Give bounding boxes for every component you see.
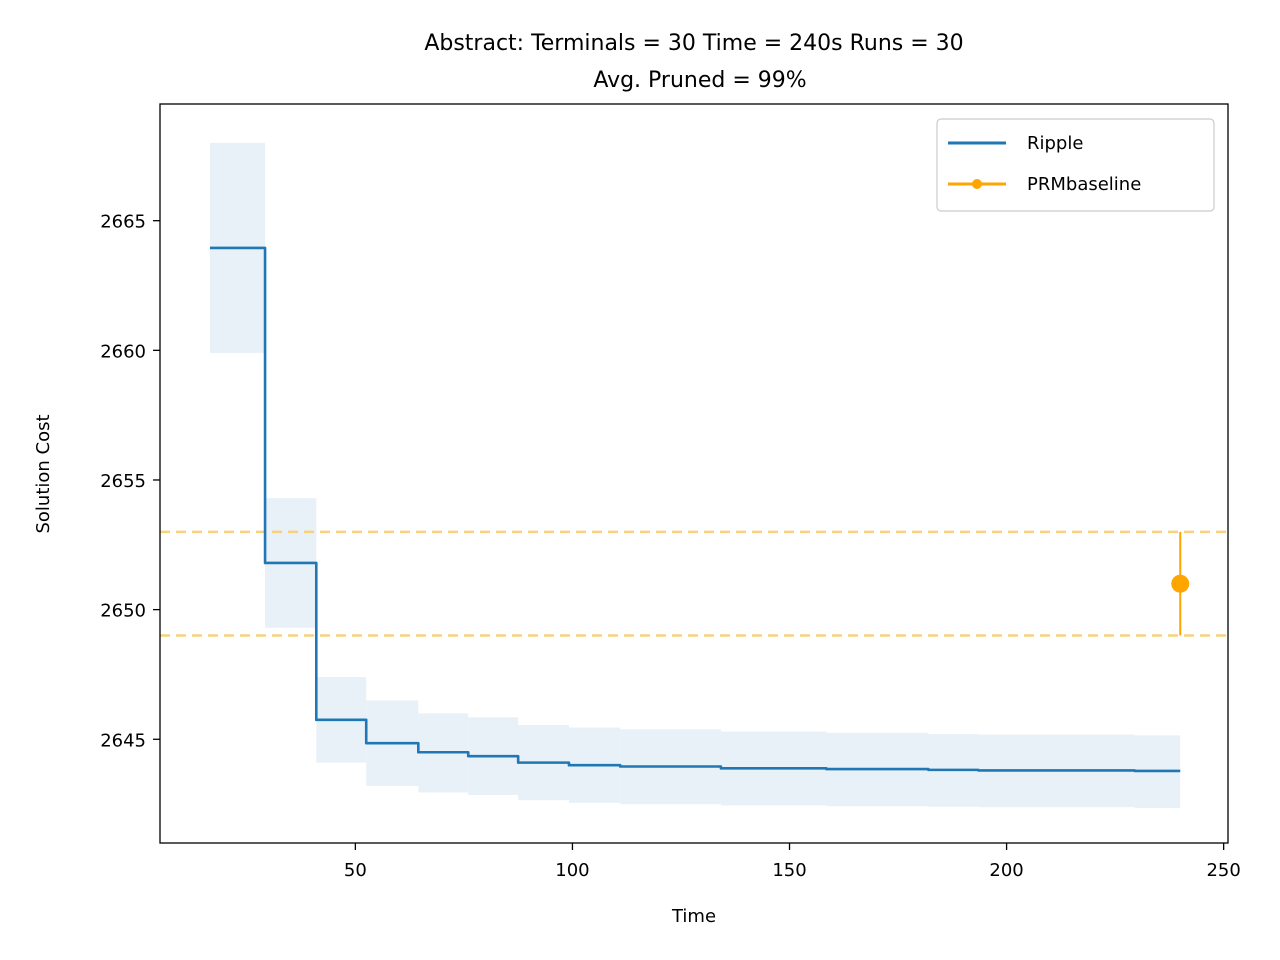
y-tick-label: 2665 [100,212,146,233]
x-tick-label: 200 [989,860,1023,881]
x-tick-label: 150 [772,860,806,881]
series-lines [209,246,1181,773]
y-tick-label: 2660 [100,341,146,362]
legend-marker-prmbaseline [972,179,982,189]
x-tick-label: 100 [555,860,589,881]
y-tick-label: 2650 [100,601,146,622]
y-axis-label: Solution Cost [33,414,54,533]
x-axis-ticks: 50 100 150 200 250 [344,843,1241,881]
ripple-line [209,246,1181,773]
confidence-bands [209,142,1181,808]
data-points [1171,531,1190,636]
legend: Ripple PRMbaseline [936,118,1215,212]
chart-title: Abstract: Terminals = 30 Time = 240s Run… [424,31,963,56]
legend-box [936,118,1215,212]
legend-label-prmbaseline: PRMbaseline [1027,174,1141,195]
x-axis-label: Time [671,906,716,927]
plot-frame [159,103,1229,844]
chart-subtitle: Avg. Pruned = 99% [593,68,806,93]
y-tick-label: 2655 [100,471,146,492]
y-axis-ticks: 2645 2650 2655 2660 2665 [100,212,160,751]
legend-label-ripple: Ripple [1027,133,1083,154]
prmbaseline-point-0 [1171,574,1190,593]
x-tick-label: 250 [1206,860,1240,881]
x-tick-label: 50 [344,860,367,881]
y-tick-label: 2645 [100,730,146,751]
reference-lines [160,530,1228,637]
